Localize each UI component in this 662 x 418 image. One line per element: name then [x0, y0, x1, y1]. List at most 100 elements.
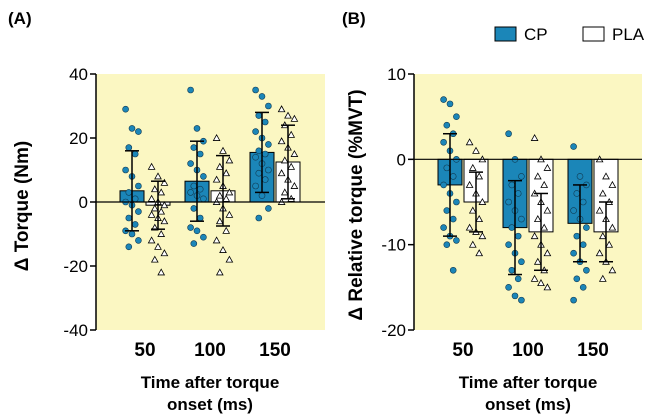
panel-a-pla-50-point: [157, 268, 166, 276]
panel-a-pla-150-point: [280, 188, 289, 196]
panel-b-cp-50-point: [440, 96, 447, 103]
panel-a-pla-50-point: [157, 207, 166, 215]
panel-a-cp-150-point: [252, 182, 259, 190]
panel-a-cp-150-point: [265, 205, 272, 212]
panel-a-cp-100-point: [200, 173, 207, 180]
panel-b-cp-150-point: [573, 190, 581, 197]
panel-a-cp-50-point: [122, 166, 129, 174]
panel-a-cp-100-point: [187, 224, 194, 231]
panel-b-pla-50-point: [475, 172, 484, 180]
panel-a-cp-100-point: [196, 214, 204, 222]
panel-a-cp-150-point: [255, 112, 263, 119]
panel-a-pla-50-point: [150, 185, 159, 193]
panel-a-cp-50-point: [135, 182, 142, 190]
panel-b-pla-100-point: [540, 180, 549, 188]
panel-b-cp-50-point: [440, 181, 447, 189]
panel-a-cp-100-point: [187, 189, 194, 196]
panel-b-pla-150-point: [598, 189, 607, 197]
panel-a-pla-50-point: [147, 210, 156, 218]
panel-a-pla-100-point: [219, 146, 227, 154]
panel-b-pla-100-point: [530, 232, 539, 240]
panel-b-cp-100-point: [508, 266, 516, 274]
panel-b-cp-100-point: [511, 292, 519, 300]
panel-b-pla-100-point: [533, 257, 542, 265]
panel-a-pla-150-point: [280, 156, 289, 164]
panel-a-cp-100-point: [193, 125, 201, 132]
panel-b-cp-50-point: [449, 266, 457, 274]
panel-a-pla-150-point: [287, 130, 296, 138]
panel-a-pla-50-point: [154, 242, 162, 250]
panel-a-cp-50-point: [128, 230, 136, 238]
panel-b-pla-50-point: [465, 180, 474, 188]
panel-a-pla-150-point: [290, 149, 299, 157]
panel-a-cp-100-point: [196, 185, 204, 193]
panel-a-cp-150-point: [265, 141, 272, 148]
panel-a-cp-150-point: [261, 176, 269, 183]
panel-a-pla-100-point: [225, 156, 234, 164]
panel-a-pla-150-point: [287, 162, 296, 170]
panel-b-cp-50-point: [446, 100, 454, 108]
panel-b-cp-50-point: [443, 121, 451, 129]
panel-a-cp-150-point: [261, 150, 269, 158]
panel-a-x-tick-label-100: 100: [194, 340, 226, 361]
panel-b-pla-150-point: [608, 180, 617, 188]
panel-a-pla-100-point: [215, 191, 224, 199]
panel-a-cp-50-point: [135, 208, 142, 215]
panel-a-cp-100-point: [190, 205, 198, 212]
panel-b-cp-100-point: [505, 241, 512, 248]
panel-b-pla-50-point: [478, 232, 487, 240]
panel-a-cp-150-point: [258, 93, 266, 100]
panel-a-pla-150-point: [277, 169, 286, 177]
panel-b-pla-100-point: [533, 215, 542, 223]
panel-a-cp-100-point: [190, 240, 198, 247]
panel-b-cp-100-point: [518, 258, 525, 266]
panel-a-pla-50-point: [160, 178, 169, 186]
panel-b-pla-50-point: [475, 215, 484, 223]
panel-b-pla-50-point: [465, 223, 474, 231]
panel-b-cp-50-point: [449, 173, 457, 180]
panel-b-pla-50-point: [468, 240, 477, 248]
panel-a-pla-150-point: [290, 114, 299, 122]
panel-a-pla-50-point: [157, 188, 166, 196]
panel-a-pla-100-point: [219, 245, 227, 253]
panel-b-pla-100-point: [543, 283, 552, 291]
panel-b-cp-100-point: [505, 130, 512, 138]
panel-b-cp-100-point: [514, 232, 522, 240]
panel-a-pla-100-point: [215, 268, 224, 276]
panel-a-cp-100-point: [190, 144, 198, 151]
panel-b-cp-150-point: [570, 143, 577, 150]
panel-a-pla-100-point: [225, 255, 234, 263]
panel-b-cp-50-point: [443, 241, 451, 248]
panel-a-pla-50-point: [154, 172, 162, 180]
panel-a-cp-150-point: [255, 214, 263, 222]
panel-b-x-tick-label-150: 150: [577, 340, 609, 361]
legend-cp-label: CP: [524, 25, 548, 44]
panel-b-x-tick-label-50: 50: [452, 340, 473, 361]
panel-b-cp-150-point: [583, 224, 590, 231]
panel-b-pla-50-point: [478, 197, 487, 205]
panel-b-cp-150-point: [576, 173, 584, 180]
panel-a-pla-100-point: [212, 175, 221, 183]
panel-a-x-axis-title-line1: Time after torque: [141, 373, 280, 392]
panel-a-y-tick-label: 40: [69, 65, 88, 84]
panel-b-letter: (B): [342, 9, 366, 28]
panel-a-pla-50-point: [147, 162, 156, 170]
panel-b-pla-50-point: [465, 138, 474, 146]
panel-a-cp-150-point: [252, 86, 259, 94]
panel-b-pla-50-point: [468, 163, 477, 171]
panel-b-cp-100-point: [508, 181, 516, 189]
panel-b-cp-150-point: [573, 232, 581, 240]
panel-a-cp-150-point: [265, 102, 272, 110]
panel-a-pla-100-point: [215, 217, 224, 225]
panel-b-cp-50-point: [453, 113, 460, 120]
panel-a-cp-100-point: [200, 195, 207, 203]
panel-b-cp-100-point: [514, 275, 522, 283]
panel-a-cp-100-point: [200, 233, 207, 241]
panel-b-pla-100-point: [543, 249, 552, 257]
panel-b-cp-100-point: [508, 224, 516, 231]
panel-b-cp-100-point: [518, 296, 525, 304]
panel-b-cp-150-point: [570, 296, 577, 304]
panel-a-cp-150-point: [265, 166, 272, 174]
panel-a-cp-50-point: [125, 243, 133, 251]
panel-b-pla-50-point: [472, 146, 480, 154]
